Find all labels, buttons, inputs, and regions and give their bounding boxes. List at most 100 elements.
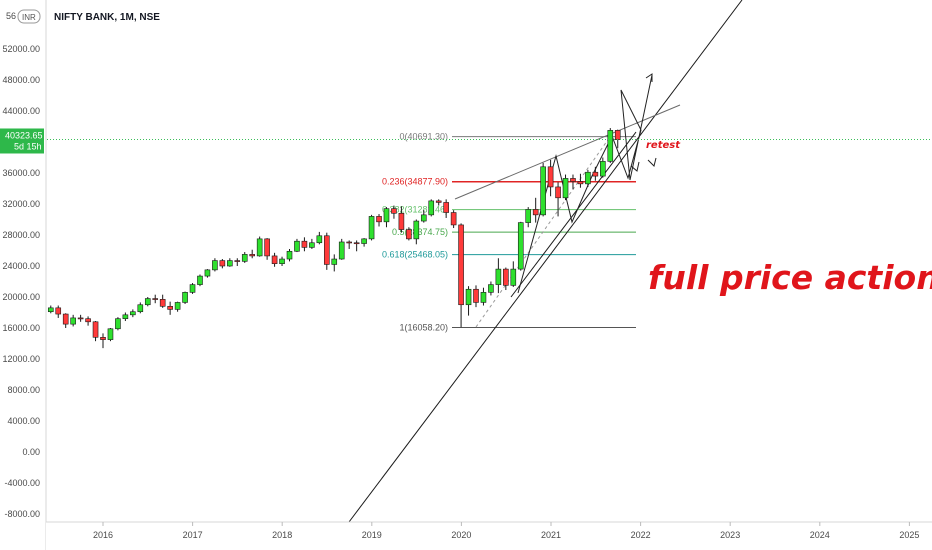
candle-body (286, 250, 293, 260)
candle-body (577, 181, 584, 185)
candle-body (406, 229, 412, 240)
candle-body (540, 166, 546, 216)
candle-body (600, 161, 606, 177)
candle-body (182, 292, 188, 303)
candle-body (256, 238, 263, 257)
projection-arrow-up (645, 73, 653, 82)
x-tick-label: 2024 (810, 530, 830, 540)
candle-body (435, 200, 442, 203)
candle-body (316, 235, 323, 244)
candle-body (174, 302, 181, 310)
candle-body (234, 260, 241, 262)
candle-body (279, 258, 285, 264)
candle-body (480, 292, 487, 303)
fib-level-label: 0.382(31281.46) (382, 205, 448, 215)
y-tick-label: -8000.00 (4, 509, 40, 519)
y-tick-label: 20000.00 (2, 292, 40, 302)
y-tick-label: 36000.00 (2, 168, 40, 178)
candle-body (525, 209, 532, 223)
fibonacci-retracement[interactable]: 0(40691.30) 0.236(34877.90) 0.382(31281.46… (382, 132, 636, 333)
candle-body (323, 235, 330, 265)
candle-body (391, 208, 397, 214)
candle-body (495, 268, 502, 285)
candle-body (159, 299, 166, 307)
fib-level-label: 0(40691.30) (399, 132, 448, 142)
candle-body (517, 222, 524, 270)
candle-body (376, 216, 382, 223)
candle-body (62, 313, 69, 325)
time-axis[interactable] (46, 521, 932, 550)
last-price-tag[interactable]: 40323.65 5d 15h (0, 128, 44, 154)
candle-body (130, 311, 136, 316)
candle-body (137, 304, 144, 313)
projection-arrow-down (647, 157, 657, 167)
candle-body (338, 241, 345, 260)
candle-body (473, 288, 479, 303)
channel-lower-line[interactable] (510, 131, 637, 298)
wave-projection-path[interactable] (517, 74, 653, 294)
currency-label: INR (22, 13, 36, 22)
last-price-value: 40323.65 (5, 130, 43, 140)
candle-body (458, 224, 464, 306)
y-tick-label: 0.00 (22, 447, 40, 457)
fib-level-label: 1(16058.20) (399, 323, 448, 333)
y-tick-label: -4000.00 (4, 478, 40, 488)
candle-body (450, 212, 457, 226)
y-tick-label: 44000.00 (2, 106, 40, 116)
candle-body (428, 200, 435, 216)
x-tick-label: 2023 (720, 530, 740, 540)
candle-body (346, 241, 352, 244)
long-trend-line[interactable] (348, 0, 743, 523)
candle-body (413, 220, 420, 240)
candle-body (100, 336, 106, 340)
candle-body (249, 254, 255, 257)
candle-body (309, 242, 315, 248)
candle-body (555, 186, 561, 199)
candle-body (212, 260, 218, 271)
y-tick-label: 16000.00 (2, 323, 40, 333)
y-tick-label: 52000.00 (2, 44, 40, 54)
candle-body (115, 318, 121, 330)
retest-annotation[interactable]: retest (646, 140, 681, 151)
candle-body (562, 178, 569, 199)
candle-body (547, 166, 554, 188)
candle-body (219, 260, 226, 267)
candle-body (331, 258, 338, 265)
candle-body (532, 209, 539, 216)
time-axis-ticks: 2016 2017 2018 2019 2020 2021 2022 2023 2024 2025 (93, 522, 919, 540)
candle-body (294, 240, 300, 252)
candle-body (368, 216, 375, 240)
candle-body (503, 268, 509, 286)
candle-body (204, 269, 211, 277)
headline-annotation[interactable]: full price action (648, 258, 932, 297)
candle-body (301, 240, 308, 248)
candle-body (85, 318, 91, 323)
x-tick-label: 2021 (541, 530, 561, 540)
x-tick-label: 2016 (93, 530, 113, 540)
candle-body (361, 238, 367, 244)
candle-body (241, 254, 248, 262)
x-tick-label: 2025 (899, 530, 919, 540)
fib-level-label: 0.236(34877.90) (382, 177, 448, 187)
candle-body (443, 202, 449, 213)
y-tick-label: 48000.00 (2, 75, 40, 85)
candle-body (510, 268, 517, 286)
candle-body (189, 284, 196, 293)
candle-body (271, 255, 278, 264)
top-tick-label: 56 (6, 11, 16, 21)
candle-body (70, 317, 76, 325)
countdown-value: 5d 15h (14, 141, 42, 151)
candle-body (592, 171, 599, 177)
candles (40, 128, 621, 349)
x-tick-label: 2017 (183, 530, 203, 540)
candle-body (607, 130, 614, 162)
candle-body (488, 284, 494, 293)
candle-body (264, 238, 270, 257)
currency-badge[interactable]: INR (17, 9, 41, 24)
y-tick-label: 32000.00 (2, 199, 40, 209)
candle-body (465, 288, 472, 306)
x-tick-label: 2020 (451, 530, 471, 540)
price-axis[interactable] (0, 0, 47, 550)
y-tick-label: 28000.00 (2, 230, 40, 240)
